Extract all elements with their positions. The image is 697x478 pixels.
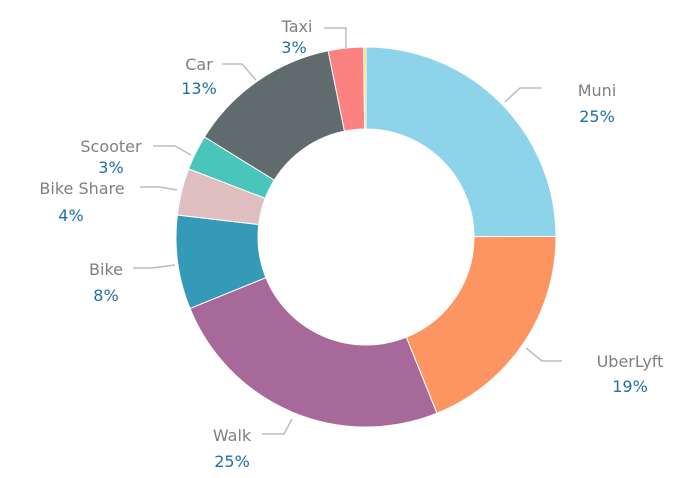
donut-slices — [175, 46, 557, 428]
label-muni-name: Muni — [578, 81, 617, 100]
label-muni-pct: 25% — [579, 107, 615, 126]
label-bikeshare-name: Bike Share — [39, 179, 124, 198]
label-bike-name: Bike — [89, 260, 123, 279]
slice-walk[interactable] — [189, 276, 438, 428]
label-uberlyft-name: UberLyft — [597, 352, 664, 371]
leader-line-walk — [262, 418, 293, 435]
leader-line-muni — [504, 87, 542, 103]
leader-line-scooter — [153, 145, 192, 156]
label-scooter-name: Scooter — [80, 137, 142, 156]
leader-line-bikeshare — [140, 186, 178, 191]
label-taxi-name: Taxi — [281, 17, 313, 36]
label-uberlyft-pct: 19% — [612, 377, 648, 396]
label-walk-name: Walk — [213, 426, 252, 445]
label-taxi-pct: 3% — [281, 38, 306, 57]
label-car-pct: 13% — [181, 79, 217, 98]
leader-line-uberlyft — [525, 347, 562, 362]
leader-lines — [133, 27, 562, 435]
label-scooter-pct: 3% — [98, 158, 123, 177]
slice-muni[interactable] — [365, 46, 557, 238]
slice-other[interactable] — [363, 46, 367, 130]
label-bike-pct: 8% — [93, 286, 118, 305]
leader-line-bike — [133, 264, 176, 269]
label-bikeshare-pct: 4% — [58, 206, 83, 225]
leader-line-taxi — [324, 27, 347, 48]
slice-uberlyft[interactable] — [405, 235, 557, 414]
label-car-name: Car — [185, 55, 213, 74]
label-walk-pct: 25% — [214, 452, 250, 471]
leader-line-car — [222, 63, 257, 81]
data-labels: Muni 25% UberLyft 19% Walk 25% Bike 8% B… — [39, 17, 663, 471]
